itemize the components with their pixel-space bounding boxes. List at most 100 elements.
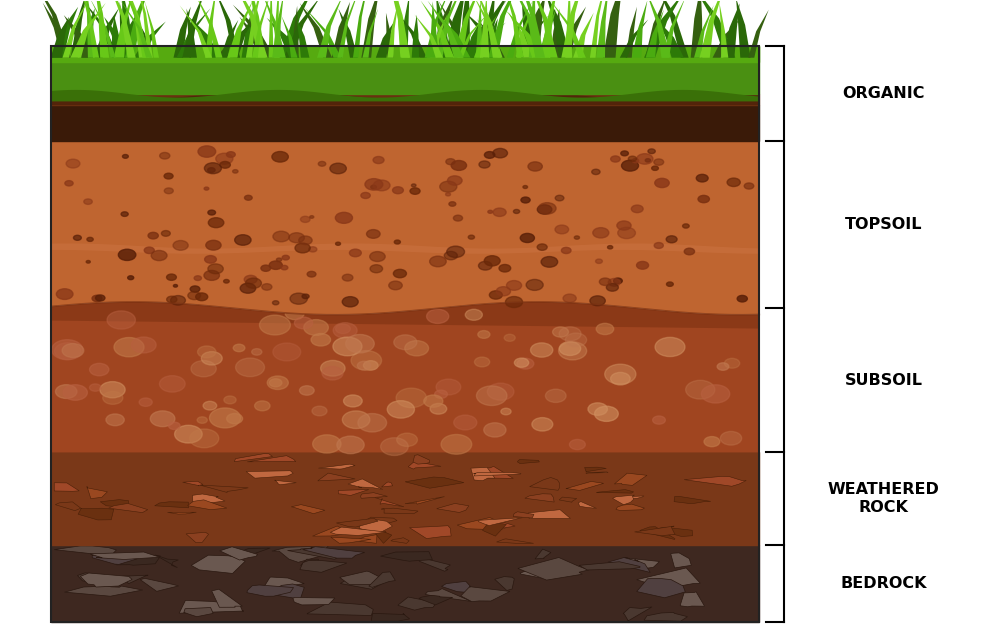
Polygon shape (655, 527, 693, 536)
Circle shape (357, 361, 371, 370)
Circle shape (465, 309, 482, 320)
Circle shape (282, 255, 289, 260)
Circle shape (559, 341, 581, 356)
Polygon shape (436, 0, 451, 58)
Polygon shape (586, 472, 608, 473)
Circle shape (220, 161, 230, 168)
Circle shape (255, 401, 270, 411)
Bar (51, 453, 759, 545)
Polygon shape (520, 570, 565, 579)
Polygon shape (340, 571, 380, 584)
Polygon shape (529, 0, 537, 58)
Polygon shape (437, 503, 469, 512)
Polygon shape (247, 585, 294, 596)
Circle shape (285, 307, 304, 320)
Circle shape (611, 156, 620, 162)
Polygon shape (431, 0, 454, 58)
Circle shape (311, 334, 331, 346)
Circle shape (151, 250, 167, 260)
Polygon shape (590, 0, 608, 58)
Circle shape (114, 338, 144, 357)
Polygon shape (241, 8, 253, 58)
Polygon shape (526, 0, 546, 58)
Circle shape (487, 383, 514, 400)
Circle shape (561, 248, 571, 253)
Circle shape (300, 216, 310, 222)
Circle shape (696, 174, 708, 182)
Polygon shape (331, 537, 371, 543)
Circle shape (653, 416, 665, 424)
Bar (51, 94, 759, 105)
Polygon shape (518, 557, 589, 580)
Circle shape (201, 352, 222, 365)
Polygon shape (337, 0, 360, 58)
Circle shape (410, 188, 420, 194)
Polygon shape (535, 549, 551, 559)
Circle shape (655, 338, 685, 357)
Circle shape (474, 357, 490, 367)
Polygon shape (644, 0, 684, 58)
Polygon shape (507, 1, 533, 58)
Circle shape (393, 269, 406, 278)
Polygon shape (361, 493, 387, 498)
Text: BEDROCK: BEDROCK (841, 575, 927, 591)
Polygon shape (467, 0, 507, 58)
Polygon shape (414, 15, 443, 58)
Polygon shape (506, 10, 543, 58)
Polygon shape (390, 0, 410, 58)
Polygon shape (267, 18, 299, 58)
Polygon shape (187, 8, 197, 58)
Polygon shape (65, 586, 143, 596)
Polygon shape (680, 592, 705, 607)
Polygon shape (272, 0, 284, 58)
Polygon shape (400, 0, 409, 58)
Circle shape (208, 210, 216, 215)
Circle shape (563, 294, 576, 303)
Polygon shape (92, 555, 137, 565)
Circle shape (167, 274, 176, 280)
Polygon shape (694, 5, 714, 58)
Circle shape (164, 173, 173, 179)
Circle shape (52, 340, 83, 359)
Polygon shape (723, 3, 740, 58)
Polygon shape (482, 0, 495, 58)
Circle shape (206, 240, 221, 250)
Polygon shape (399, 15, 427, 58)
Polygon shape (484, 19, 498, 58)
Polygon shape (387, 0, 399, 58)
Circle shape (342, 274, 353, 281)
Circle shape (276, 258, 282, 262)
Polygon shape (94, 8, 119, 58)
Circle shape (164, 188, 173, 194)
Circle shape (683, 224, 689, 228)
Circle shape (203, 401, 217, 410)
Circle shape (333, 323, 357, 338)
Polygon shape (51, 17, 69, 58)
Polygon shape (191, 555, 245, 574)
Circle shape (342, 411, 370, 428)
Polygon shape (381, 552, 432, 561)
Polygon shape (515, 1, 536, 58)
Polygon shape (419, 557, 450, 571)
Polygon shape (338, 8, 358, 58)
Polygon shape (78, 0, 99, 58)
Polygon shape (674, 496, 711, 503)
Circle shape (190, 286, 200, 292)
Polygon shape (623, 557, 660, 568)
Polygon shape (106, 0, 136, 58)
Circle shape (701, 385, 730, 403)
Circle shape (204, 187, 209, 190)
Circle shape (652, 166, 658, 170)
Circle shape (169, 422, 180, 430)
Circle shape (373, 156, 384, 163)
Circle shape (335, 212, 353, 223)
Circle shape (654, 159, 664, 165)
Circle shape (427, 309, 449, 323)
Circle shape (531, 343, 553, 357)
Circle shape (307, 271, 316, 277)
Polygon shape (579, 562, 640, 570)
Circle shape (648, 149, 655, 154)
Polygon shape (239, 17, 267, 58)
Polygon shape (293, 597, 335, 605)
Polygon shape (79, 8, 95, 58)
